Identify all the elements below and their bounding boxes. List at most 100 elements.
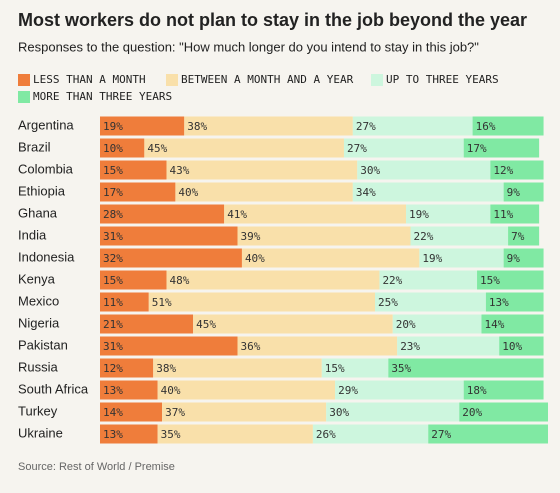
bar-segment bbox=[463, 380, 544, 400]
category-label: Turkey bbox=[18, 403, 58, 418]
value-label: 15% bbox=[480, 274, 500, 287]
value-label: 43% bbox=[170, 164, 190, 177]
value-label: 19% bbox=[103, 120, 123, 133]
value-label: 45% bbox=[196, 318, 216, 331]
bar-segment bbox=[503, 182, 544, 202]
value-label: 17% bbox=[467, 142, 487, 155]
value-label: 29% bbox=[338, 384, 358, 397]
value-label: 41% bbox=[227, 208, 247, 221]
category-label: South Africa bbox=[18, 381, 89, 396]
legend-swatch bbox=[18, 74, 30, 86]
bar-segment bbox=[352, 182, 504, 202]
bar-segment bbox=[224, 204, 407, 224]
bar-segment bbox=[193, 314, 393, 334]
bar-segment bbox=[472, 116, 544, 136]
bar-segment bbox=[100, 358, 154, 378]
category-label: Ukraine bbox=[18, 425, 63, 440]
bar-segment bbox=[100, 424, 158, 444]
value-label: 23% bbox=[400, 340, 420, 353]
bar-segment bbox=[503, 248, 544, 268]
bar-segment bbox=[459, 402, 548, 422]
bar-segment bbox=[508, 226, 540, 246]
category-label: Indonesia bbox=[18, 249, 75, 264]
bar-segment bbox=[166, 270, 380, 290]
chart-subtitle: Responses to the question: "How much lon… bbox=[18, 39, 479, 54]
bar-segment bbox=[490, 204, 540, 224]
value-label: 30% bbox=[360, 164, 380, 177]
value-label: 13% bbox=[489, 296, 509, 309]
value-label: 35% bbox=[391, 362, 411, 375]
value-label: 30% bbox=[329, 406, 349, 419]
bar-segment bbox=[499, 336, 544, 356]
bar-segment bbox=[335, 380, 464, 400]
bar-segment bbox=[100, 138, 145, 158]
value-label: 19% bbox=[422, 252, 442, 265]
bar-segment bbox=[100, 116, 185, 136]
bar-segment bbox=[100, 248, 242, 268]
value-label: 13% bbox=[103, 384, 123, 397]
source: Source: Rest of World / Premise bbox=[18, 461, 175, 473]
category-label: Pakistan bbox=[18, 337, 68, 352]
bar-segment bbox=[490, 160, 544, 180]
value-label: 10% bbox=[502, 340, 522, 353]
bar-segment bbox=[481, 314, 544, 334]
legend-swatch bbox=[166, 74, 178, 86]
chart-title: Most workers do not plan to stay in the … bbox=[18, 10, 527, 30]
value-label: 32% bbox=[103, 252, 123, 265]
bar-segment bbox=[100, 402, 163, 422]
bar-segment bbox=[375, 292, 486, 312]
value-label: 17% bbox=[103, 186, 123, 199]
legend-swatch bbox=[18, 91, 30, 103]
bar-segment bbox=[241, 248, 420, 268]
value-label: 28% bbox=[103, 208, 123, 221]
value-label: 40% bbox=[178, 186, 198, 199]
bar-segment bbox=[162, 402, 327, 422]
bar-segment bbox=[148, 292, 376, 312]
bar-segment bbox=[388, 358, 544, 378]
value-label: 35% bbox=[161, 428, 181, 441]
value-label: 14% bbox=[484, 318, 504, 331]
value-label: 36% bbox=[241, 340, 261, 353]
bar-segment bbox=[321, 358, 389, 378]
value-label: 34% bbox=[356, 186, 376, 199]
value-label: 26% bbox=[316, 428, 336, 441]
bar-segment bbox=[237, 336, 398, 356]
value-label: 40% bbox=[245, 252, 265, 265]
bar-segment bbox=[406, 204, 491, 224]
value-label: 15% bbox=[325, 362, 345, 375]
bar-segment bbox=[144, 138, 344, 158]
value-label: 14% bbox=[103, 406, 123, 419]
bar-segment bbox=[100, 380, 158, 400]
value-label: 45% bbox=[147, 142, 167, 155]
category-label: India bbox=[18, 227, 47, 242]
value-label: 31% bbox=[103, 230, 123, 243]
bar-segment bbox=[352, 116, 473, 136]
bar-segment bbox=[379, 270, 478, 290]
value-label: 10% bbox=[103, 142, 123, 155]
bar-segment bbox=[463, 138, 540, 158]
bar-segment bbox=[419, 248, 504, 268]
value-label: 39% bbox=[241, 230, 261, 243]
value-label: 16% bbox=[476, 120, 496, 133]
bar-segment bbox=[100, 336, 238, 356]
bar-segment bbox=[100, 204, 225, 224]
bar-segment bbox=[410, 226, 509, 246]
bar-segment bbox=[157, 380, 336, 400]
value-label: 27% bbox=[347, 142, 367, 155]
value-label: 13% bbox=[103, 428, 123, 441]
value-label: 15% bbox=[103, 164, 123, 177]
value-label: 48% bbox=[170, 274, 190, 287]
bar-segment bbox=[343, 138, 464, 158]
value-label: 11% bbox=[103, 296, 123, 309]
legend-label: MORE THAN THREE YEARS bbox=[33, 90, 172, 103]
category-label: Argentina bbox=[18, 117, 74, 132]
value-label: 19% bbox=[409, 208, 429, 221]
value-label: 22% bbox=[413, 230, 433, 243]
value-label: 51% bbox=[152, 296, 172, 309]
category-label: Colombia bbox=[18, 161, 74, 176]
bar-segment bbox=[100, 314, 194, 334]
legend-label: UP TO THREE YEARS bbox=[386, 73, 499, 86]
value-label: 18% bbox=[467, 384, 487, 397]
value-label: 12% bbox=[103, 362, 123, 375]
